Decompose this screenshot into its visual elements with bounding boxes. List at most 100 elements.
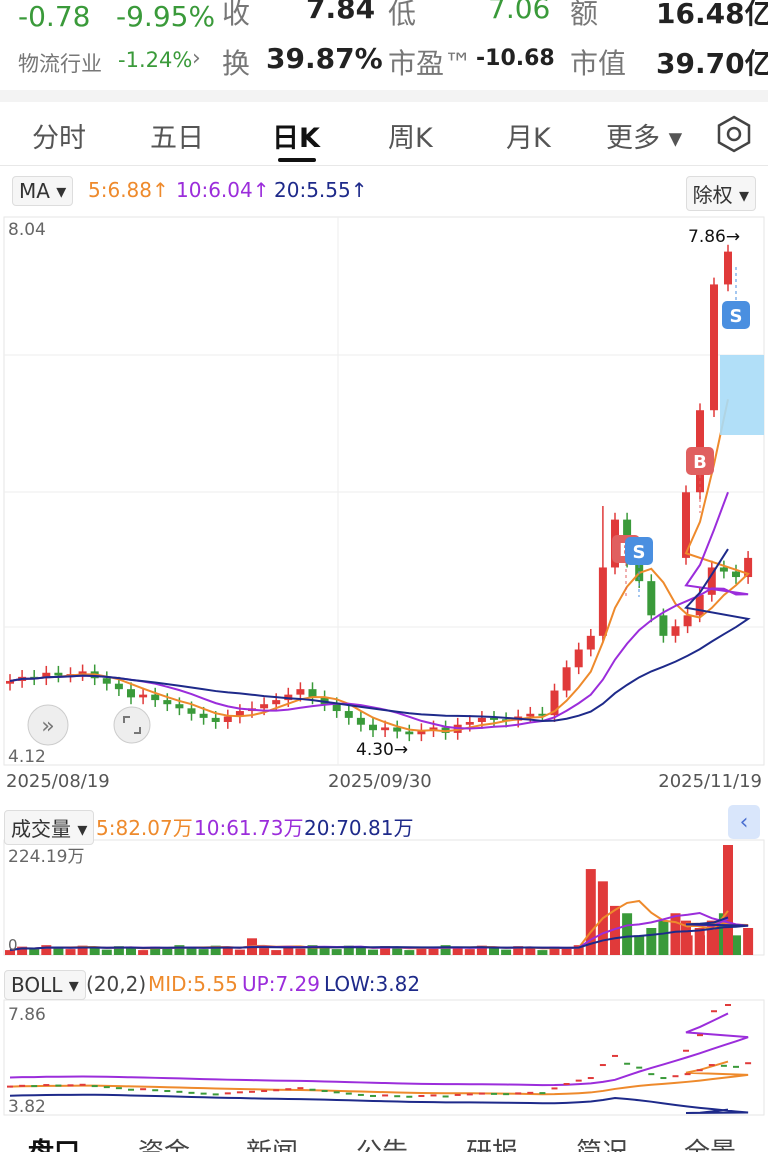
price-axis-top: 8.04 [8,220,46,240]
volume-bar [89,947,100,955]
buy-marker[interactable]: B [686,447,714,513]
tab-announcements[interactable]: 公告 [356,1132,408,1152]
kline-chart-area[interactable]: 8.04 4.12 7.86→ 4.30→ B B S S » 224.19万 … [0,215,768,1145]
chevron-left-icon: ‹ [740,810,749,835]
volume-bar [404,950,415,955]
tab-overview[interactable]: 全景 [684,1132,736,1152]
low-value: 7.06 [488,0,551,25]
volume-bar [5,950,15,955]
amount-value: 16.48亿 [656,0,768,30]
candle-body [405,731,414,735]
tab-profile[interactable]: 简况 [576,1132,628,1152]
boll-mid-line [9,1060,749,1096]
tab-weekly-k[interactable]: 周K [388,123,433,154]
volume-bar [53,947,64,955]
industry-percent[interactable]: -1.24% [118,48,193,72]
volume-bar [259,948,270,955]
volume-bar [416,946,427,955]
tab-more[interactable]: 更多 ▾ [606,123,683,154]
tab-order-book[interactable]: 盘口 [28,1132,80,1152]
boll-frame [3,999,765,1116]
volume-bar [150,946,161,955]
candle-body [102,678,111,684]
candle-body [272,700,281,705]
candle-body [562,667,571,691]
tab-research[interactable]: 研报 [466,1132,518,1152]
double-chevron-right-icon: » [41,714,54,739]
candle-body [441,727,450,733]
candle-body [114,683,123,690]
expand-button[interactable]: » [27,704,69,746]
active-tab-indicator [278,158,316,162]
volume-bar [681,920,691,955]
volume-bar [17,946,28,955]
volume-bar [234,949,245,955]
volume-bar [501,949,512,955]
volume-bar [489,947,499,955]
volume-bar [561,948,572,955]
tab-intraday[interactable]: 分时 [32,123,86,154]
candle-body [526,713,535,717]
candle-body [538,713,547,716]
volume-bar [428,948,439,955]
volume-axis-zero: 0 [8,936,18,954]
svg-text:B: B [693,452,707,473]
volume-bar [646,927,657,955]
tab-funds[interactable]: 资金 [138,1132,190,1152]
volume-selector[interactable]: 成交量 ▾ [4,810,95,845]
adjust-selector[interactable]: 除权 ▾ [685,176,756,211]
collapse-side-button[interactable]: ‹ [728,805,760,839]
date-axis: 2025/08/19 2025/09/30 2025/11/19 [0,768,768,796]
sell-marker-2[interactable]: S [722,267,750,329]
candle-body [477,717,486,722]
candle-body [598,567,607,636]
ma-selector[interactable]: MA ▾ [12,176,74,206]
volume-ma10: 10:61.73万 [194,816,304,840]
volume-bar [222,947,233,955]
settings-hexagon-icon[interactable] [714,114,754,154]
candle-body [163,700,172,705]
candle-body [235,711,244,717]
volume-bar [271,950,282,955]
candle-body [647,581,656,616]
volume-bar [355,947,366,955]
candle-body [744,557,753,578]
candle-body [417,730,426,735]
candlestick-series [6,244,753,742]
volume-bar [343,945,354,955]
candle-body [682,492,690,558]
volume-bar [198,949,209,955]
candle-body [42,672,51,679]
volume-bar [113,946,124,955]
volume-bar [658,920,669,955]
candle-body [54,672,63,676]
volume-bar [162,948,173,955]
date-middle: 2025/09/30 [328,771,432,792]
sell-marker[interactable]: S [625,537,653,597]
fullscreen-button[interactable] [113,706,151,744]
ma5-value: 5:6.88↑ [88,178,169,202]
candle-body [381,727,390,731]
volume-bar [743,927,754,955]
high-price-marker: 7.86→ [688,227,740,247]
quote-stats-panel: -0.78 -9.95% 收 7.84 低 7.06 额 16.48亿 物流行业… [0,0,768,90]
tab-monthly-k[interactable]: 月K [506,123,551,154]
volume-bar [695,935,705,955]
tab-news[interactable]: 新闻 [246,1132,298,1152]
candle-body [719,567,728,572]
candle-body [550,690,559,716]
tab-daily-k[interactable]: 日K [272,123,320,154]
turnover-label: 换 [222,47,251,80]
volume-bar [525,948,536,955]
ma10-line [9,491,749,730]
candle-body [586,635,595,650]
resize-icon [123,716,141,734]
candle-body [574,649,583,668]
candle-body [223,716,232,722]
tab-five-day[interactable]: 五日 [150,123,204,154]
candle-body [175,704,184,709]
date-end: 2025/11/19 [658,771,762,792]
industry-name[interactable]: 物流行业 [18,52,102,76]
boll-selector[interactable]: BOLL ▾ [4,970,86,1000]
volume-bar [392,948,403,955]
